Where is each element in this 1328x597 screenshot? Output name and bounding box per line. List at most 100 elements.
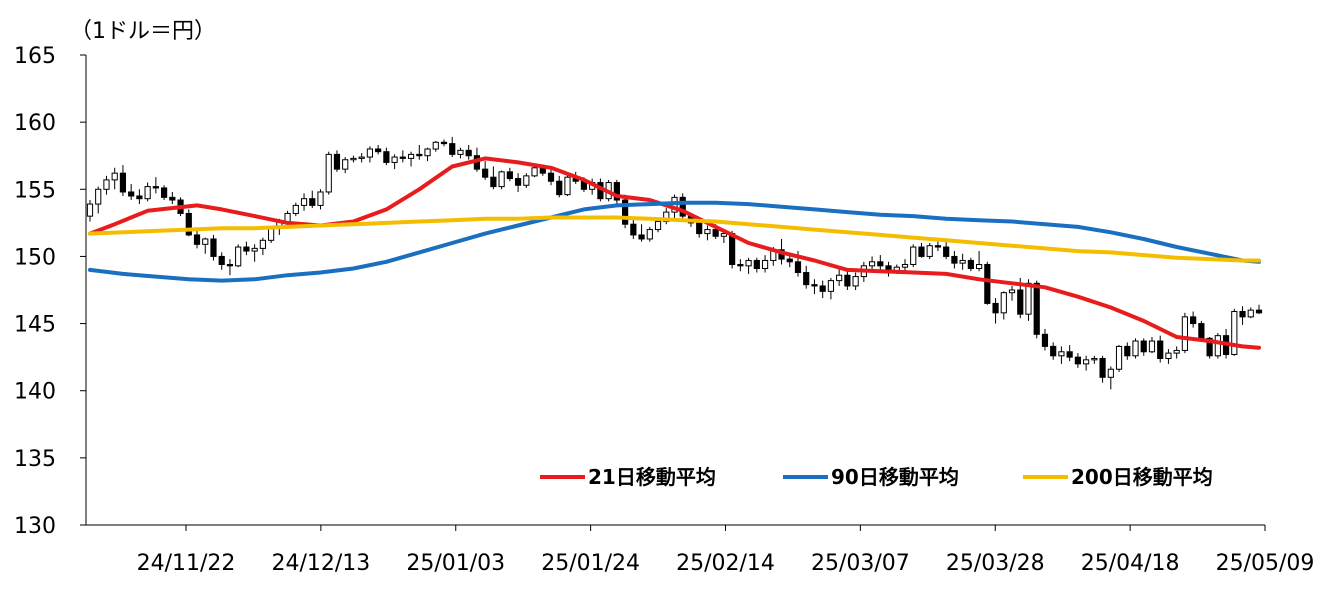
candle-body [926,245,933,257]
candle-body [202,238,209,245]
x-tick-label: 25/02/14 [676,551,775,576]
candle-body [1000,292,1007,314]
candle-body [1198,323,1205,339]
candle-body [918,246,925,257]
candle-body [1107,368,1114,378]
candle-body [819,285,826,292]
candle-body [103,179,110,190]
candle-body [160,187,168,198]
candle-body [268,227,275,241]
candle-body [506,171,513,180]
candle-body [358,156,365,159]
candle-body [1017,289,1024,315]
candle-body [284,212,291,223]
candle-body [630,223,637,236]
candle-body [440,141,448,145]
candle-body [794,261,802,274]
candle-body [309,198,316,206]
candle-body [465,149,472,157]
candle-body [679,196,686,217]
candle-body [1157,340,1164,359]
candle-body [761,259,769,270]
candle-body [218,255,225,265]
candle-body [638,234,645,240]
candle-body [407,153,415,159]
candle-body [901,263,909,268]
moving-average-lines [88,156,1261,350]
candle-body [350,157,357,161]
candle-body [1148,340,1156,353]
candle-body [613,182,620,201]
candle-body [128,191,135,197]
candle-body [1214,335,1221,357]
candle-body [943,246,950,257]
y-tick-label: 160 [14,111,56,136]
candle-body [292,204,299,214]
candle-body [1050,345,1057,357]
candle-body [193,234,201,245]
candle-body [704,229,711,235]
candle-body [729,233,736,265]
candle-body [967,259,974,270]
candle-body [424,148,431,157]
candle-body [111,172,118,181]
candle-body [1008,289,1016,294]
candle-body [152,186,159,189]
unit-label: （1ドル＝円） [70,19,216,44]
candle-body [811,284,818,287]
candle-body [317,191,324,206]
candle-body [1058,351,1065,357]
candle-body [457,149,464,155]
candle-body [984,263,991,304]
x-tick-label: 25/01/03 [406,551,505,576]
candle-body [235,246,242,267]
candle-body [745,259,752,267]
candle-body [1206,337,1213,357]
candle-body [1091,357,1098,361]
candle-body [366,148,374,158]
candle-body [547,172,555,182]
candle-body [654,221,662,231]
x-tick-label: 25/04/18 [1081,551,1180,576]
candle-body [1041,333,1049,347]
candle-body [251,247,258,252]
candle-body [720,233,727,237]
ma-line-1 [88,200,1261,283]
candle-body [1025,282,1032,315]
x-axis-ticks: 24/11/22 24/12/13 25/01/03 25/01/24 25/02/14… [137,525,1314,576]
candle-body [712,229,719,237]
candlesticks [86,136,1263,390]
candle-body [226,263,234,267]
legend-label-ma90: 90日移動平均 [831,465,959,489]
candle-body [1066,351,1073,358]
candle-body [243,246,250,252]
candle-body [383,151,390,163]
candle-body [1124,345,1131,357]
candle-body [416,153,423,157]
candle-body [975,263,983,270]
candle-body [1255,309,1263,314]
candle-body [852,276,859,287]
candle-body [210,238,217,257]
candle-body [696,222,703,235]
candle-body [490,176,497,188]
legend: 21日移動平均 90日移動平均 200日移動平均 [540,465,1213,489]
candle-body [523,175,530,186]
x-tick-label: 24/11/22 [137,551,236,576]
x-tick-label: 25/03/28 [946,551,1045,576]
candle-body [868,261,876,267]
candle-body [498,171,505,188]
candle-body [185,212,192,236]
candle-body [86,203,94,217]
candle-body [391,156,398,163]
y-tick-label: 155 [14,178,56,203]
candle-body [877,261,884,267]
candle-body [375,148,382,153]
candle-body [1247,309,1254,318]
candle-body [1181,316,1189,351]
candle-body [1115,345,1123,370]
candle-body [564,176,571,196]
candle-body [1239,310,1246,318]
candle-body [95,188,102,205]
candle-body [1140,340,1147,353]
